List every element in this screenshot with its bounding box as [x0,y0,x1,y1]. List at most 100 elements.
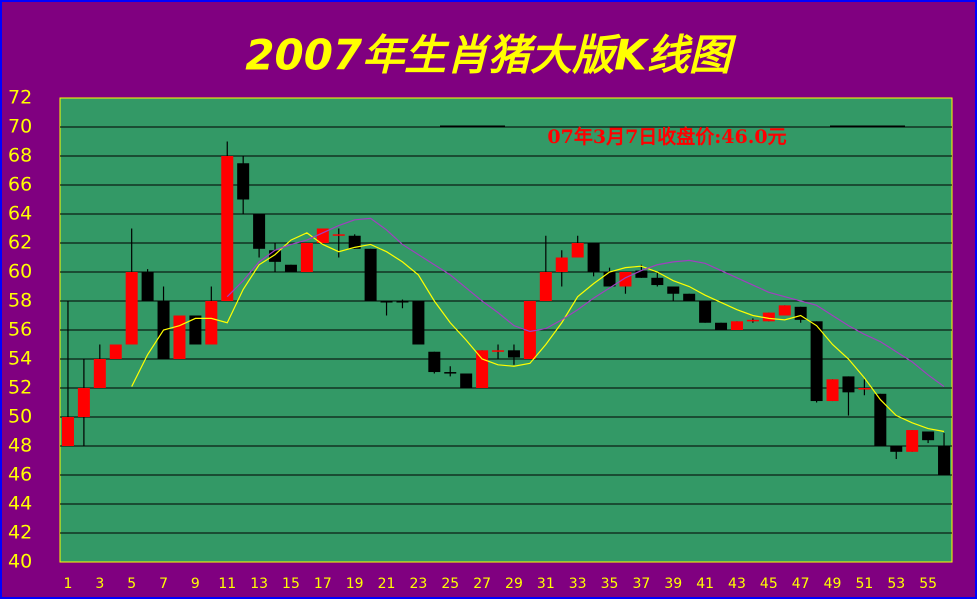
x-tick-label: 49 [824,576,842,592]
y-tick-label: 50 [8,406,32,428]
x-tick-label: 21 [378,576,396,592]
x-tick-label: 29 [505,576,523,592]
y-tick-label: 48 [8,435,32,457]
x-tick-label: 55 [919,576,937,592]
candle-body [348,235,361,249]
candle-body [205,301,218,345]
candle-body [189,315,202,345]
candle-body [603,272,616,287]
chart-title: 2007年生肖猪大版K线图 [245,31,736,80]
candle-body [874,393,887,446]
candle-body [555,257,568,272]
candle-body [730,321,743,330]
y-tick-label: 56 [8,319,32,341]
x-tick-label: 17 [314,576,332,592]
candle-body [173,315,186,359]
candle-body [842,376,855,393]
y-tick-label: 44 [8,493,32,515]
candle-body [938,446,951,475]
candle-body [125,272,138,345]
annotation: 07年3月7日收盘价:46.0元 [547,125,786,148]
candle-body [746,319,759,322]
x-tick-label: 51 [855,576,873,592]
y-tick-label: 70 [8,116,32,138]
candle-body [922,431,935,441]
candle-body [77,388,90,417]
candle-body [906,430,919,452]
candle-body [93,359,106,388]
candle-body [539,272,552,301]
candle-body [683,293,696,301]
candle-body [380,301,393,303]
x-tick-label: 37 [632,576,650,592]
x-tick-label: 9 [191,576,200,592]
y-tick-label: 64 [8,203,32,225]
x-tick-label: 33 [569,576,587,592]
x-tick-label: 47 [792,576,810,592]
candle-body [571,243,584,258]
candle-body [109,344,122,359]
y-tick-label: 54 [8,348,32,370]
x-tick-label: 35 [601,576,619,592]
candle-body [715,322,728,330]
x-tick-label: 15 [282,576,300,592]
candle-body [762,312,775,322]
x-tick-label: 19 [346,576,364,592]
y-tick-label: 52 [8,377,32,399]
candle-body [253,214,266,249]
candle-body [890,446,903,452]
moving-average-line [131,232,945,433]
candle-body [667,286,680,294]
y-tick-label: 58 [8,290,32,312]
x-tick-label: 25 [441,576,459,592]
y-tick-label: 62 [8,232,32,254]
candle-body [396,301,409,303]
x-tick-label: 5 [127,576,136,592]
candle-body [444,372,457,374]
candle-body [221,156,234,301]
x-tick-label: 53 [887,576,905,592]
y-tick-label: 60 [8,261,32,283]
candle-body [476,350,489,388]
candle-body [699,301,712,323]
x-tick-label: 39 [664,576,682,592]
x-tick-label: 43 [728,576,746,592]
x-tick-label: 41 [696,576,714,592]
x-tick-label: 11 [218,576,236,592]
candle-body [778,305,791,316]
x-tick-label: 45 [760,576,778,592]
candle-body [141,272,154,301]
candle-body [587,243,600,272]
candle-body [810,321,823,402]
candle-body [412,301,425,345]
candle-body [284,264,297,272]
candle-body [269,250,282,262]
candle-body [460,373,473,388]
moving-average-line [226,217,945,388]
candle-body [826,379,839,402]
x-tick-label: 23 [409,576,427,592]
candle-body [651,277,664,286]
x-tick-label: 13 [250,576,268,592]
x-tick-label: 31 [537,576,555,592]
y-tick-label: 46 [8,464,32,486]
candle-body [300,243,313,272]
y-tick-label: 72 [8,87,32,109]
candle-body [364,248,377,301]
candle-body [523,301,536,359]
candle-body [619,272,632,287]
candle-body [507,350,520,358]
y-tick-label: 40 [8,551,32,573]
candle-body [492,350,505,352]
y-tick-label: 68 [8,145,32,167]
candle-body [428,351,441,373]
candle-body [61,417,74,446]
candle-body [858,388,871,390]
y-tick-label: 42 [8,522,32,544]
x-tick-label: 3 [95,576,104,592]
candle-body [237,163,250,200]
x-tick-label: 1 [64,576,73,592]
candle-body [635,270,648,278]
x-tick-label: 27 [473,576,491,592]
